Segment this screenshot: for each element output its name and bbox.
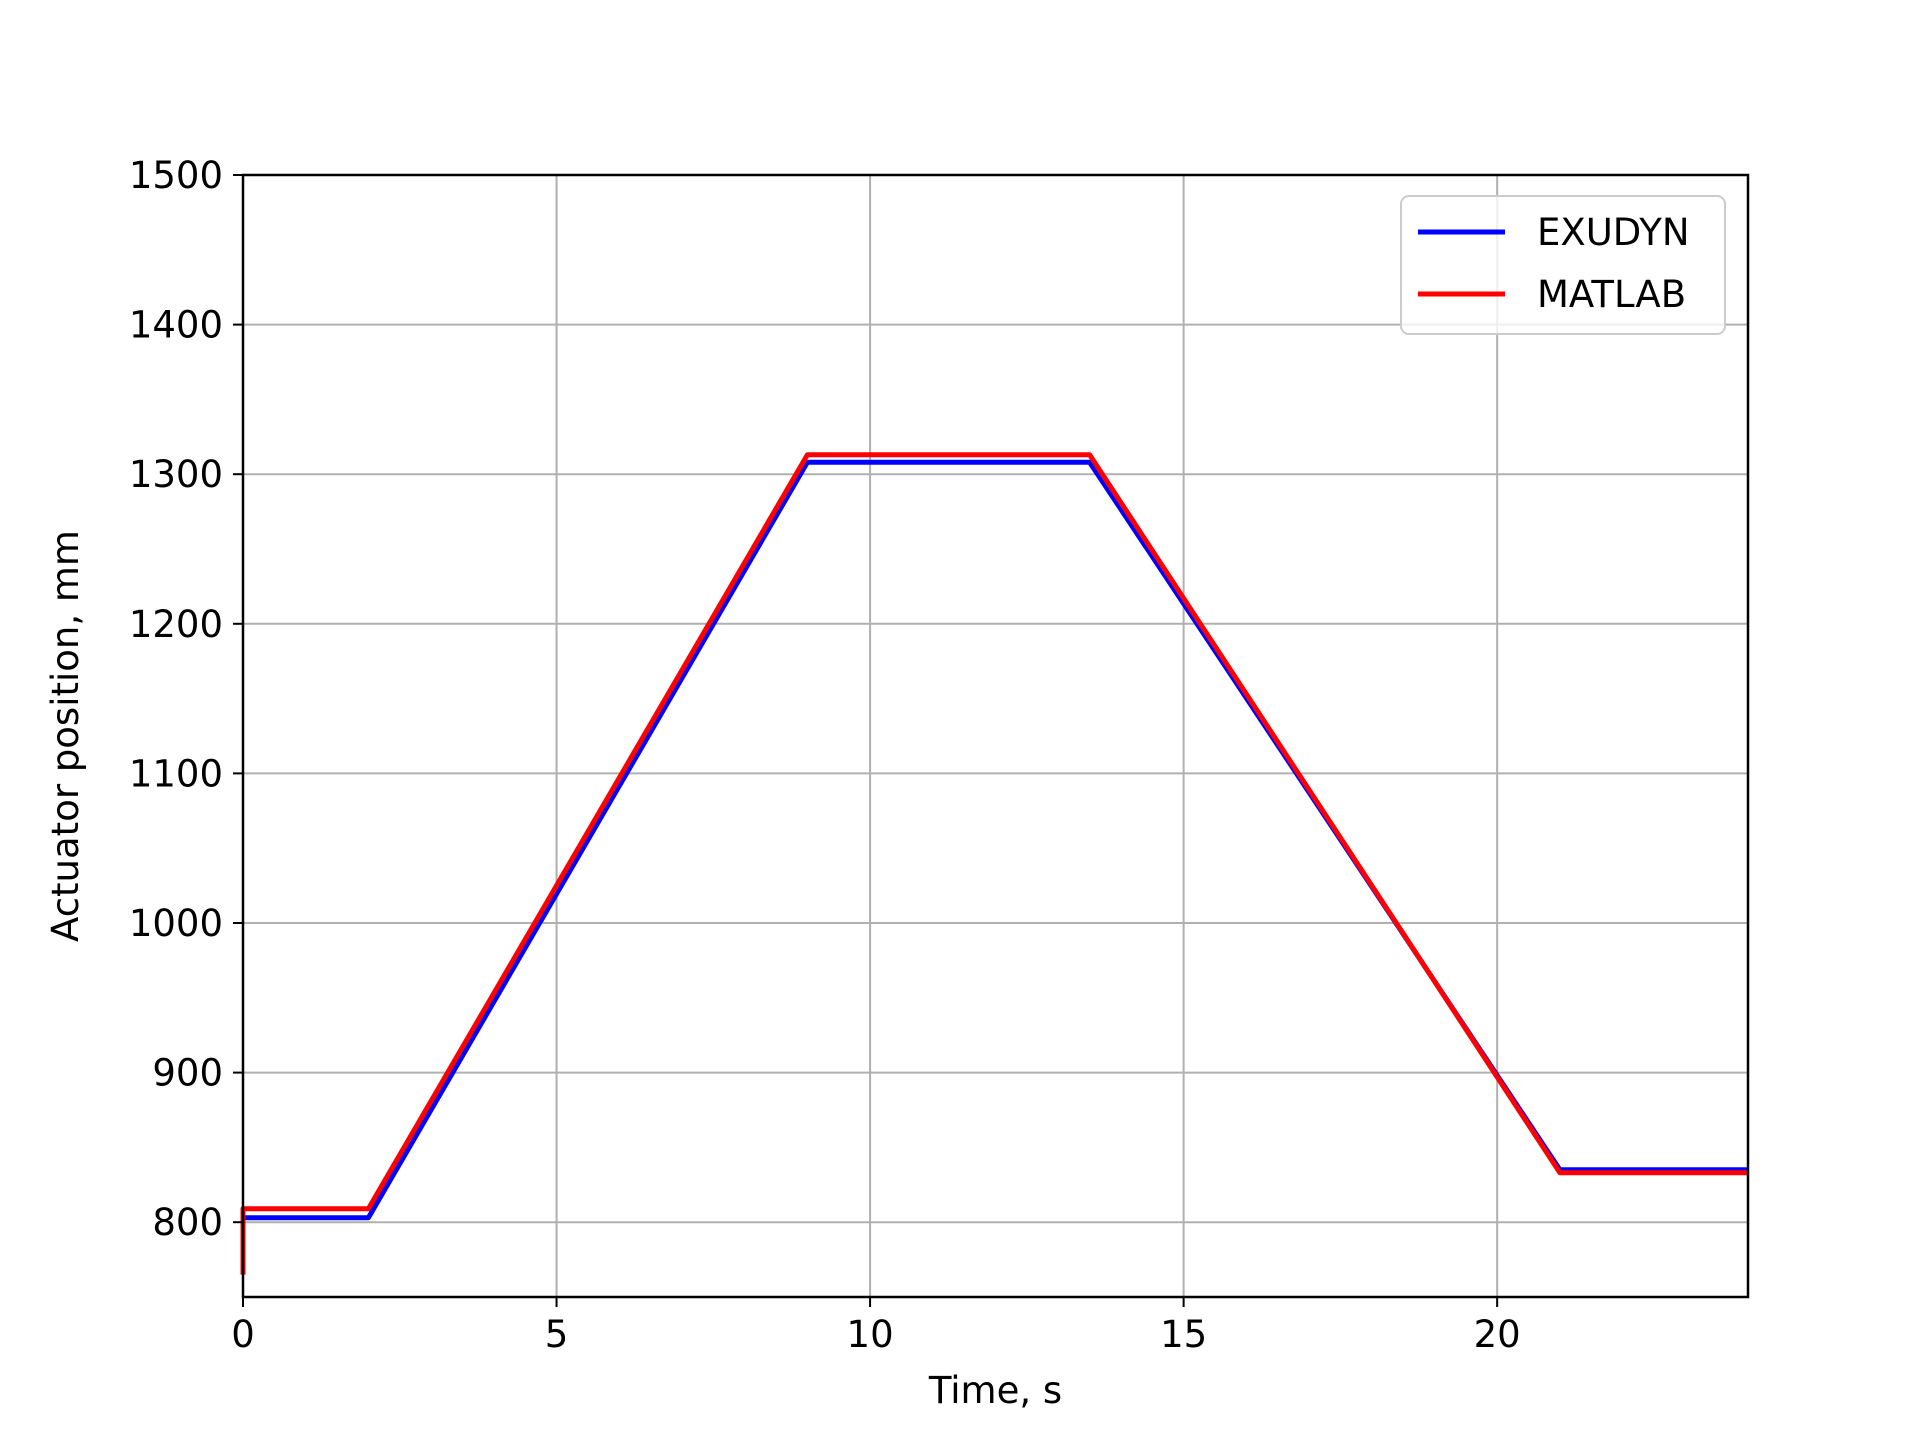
y-tick-label: 1200	[129, 603, 223, 646]
y-tick-label: 1400	[129, 304, 223, 347]
y-tick-label: 1000	[129, 902, 223, 945]
y-axis-label: Actuator position, mm	[44, 530, 87, 942]
x-tick-label: 15	[1160, 1313, 1207, 1356]
legend: EXUDYN MATLAB	[1400, 195, 1726, 335]
legend-label: MATLAB	[1537, 273, 1686, 316]
legend-label: EXUDYN	[1537, 211, 1690, 254]
y-tick-label: 900	[152, 1052, 223, 1095]
x-tick-label: 20	[1474, 1313, 1521, 1356]
ticks: 0 5 10 15 20 800 900 1000 1100 1200 1300 1400 1500	[129, 154, 1521, 1356]
x-axis-label: Time, s	[928, 1369, 1062, 1412]
series-line-exudyn	[243, 459, 1748, 1221]
x-tick-label: 5	[545, 1313, 569, 1356]
x-tick-label: 10	[847, 1313, 894, 1356]
grid-lines	[242, 174, 1748, 1297]
y-tick-label: 1300	[129, 453, 223, 496]
x-tick-label: 0	[231, 1313, 255, 1356]
axes-frame	[241, 173, 1750, 1299]
y-tick-label: 1500	[129, 154, 223, 197]
y-tick-label: 1100	[129, 752, 223, 795]
y-tick-label: 800	[152, 1201, 223, 1244]
